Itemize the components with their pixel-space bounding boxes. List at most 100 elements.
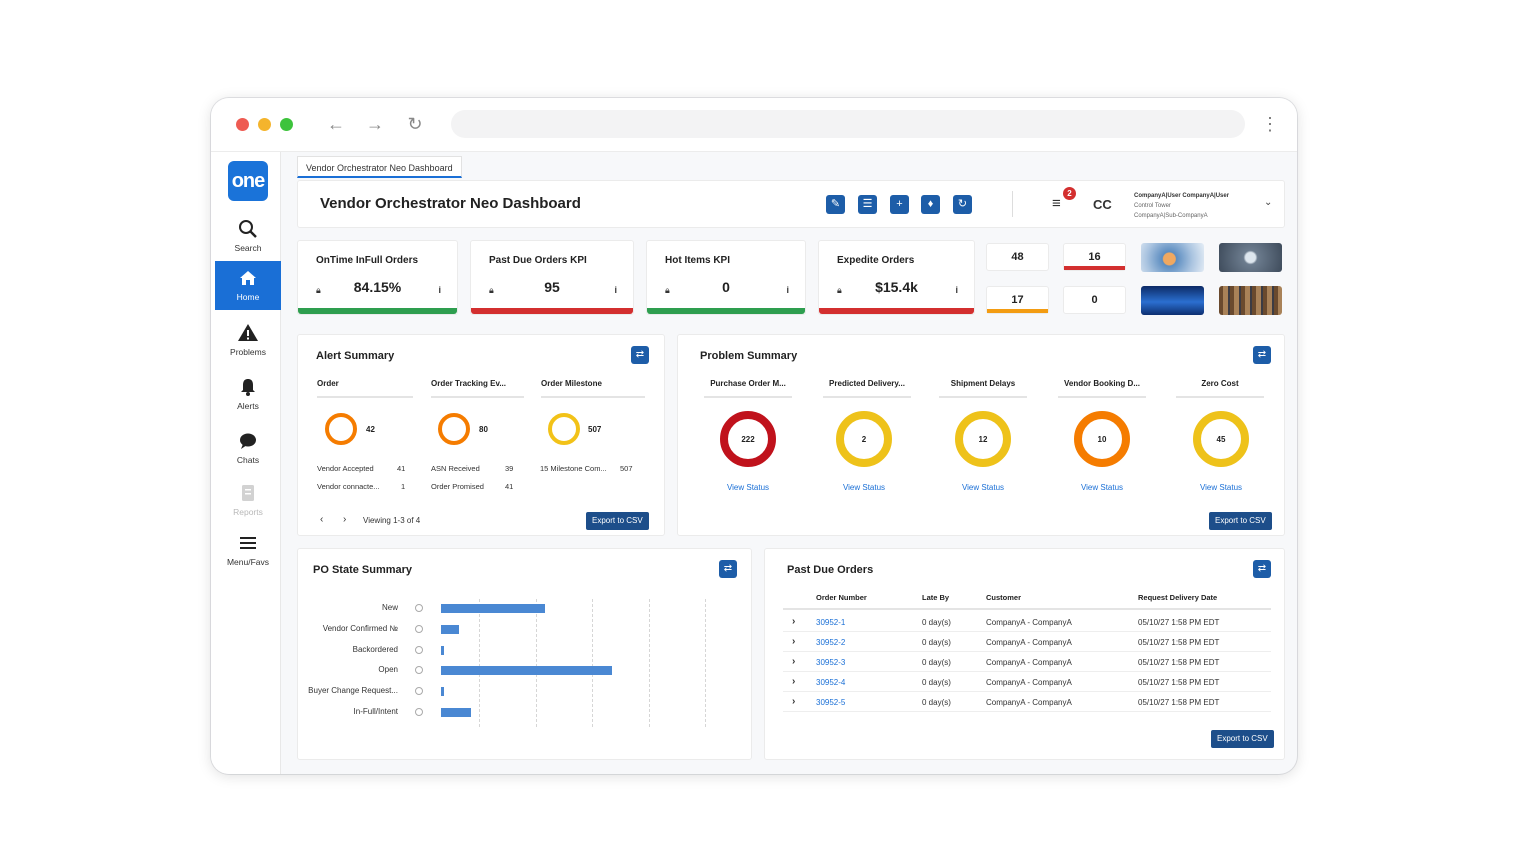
info-icon[interactable]: i [786, 285, 789, 295]
info-icon[interactable]: i [955, 285, 958, 295]
kpi-card[interactable]: Hot Items KPI 🔒︎ 0 i [646, 240, 806, 315]
sidebar-item-alerts[interactable]: Alerts [215, 370, 281, 420]
po-category-checkbox[interactable] [415, 708, 423, 716]
po-category-checkbox[interactable] [415, 666, 423, 675]
lock-icon: 🔒︎ [489, 285, 494, 295]
close-window-dot[interactable] [236, 118, 249, 131]
table-row[interactable]: › 30952-1 0 day(s) CompanyA - CompanyA 0… [783, 612, 1271, 632]
chevron-right-icon[interactable]: › [792, 616, 796, 627]
view-status-link[interactable]: View Status [842, 483, 886, 492]
thumbnail-image[interactable] [1219, 286, 1282, 315]
user-initials[interactable]: CC [1093, 197, 1112, 212]
swap-icon[interactable]: ⇄ [1253, 346, 1271, 364]
po-category-checkbox[interactable] [415, 645, 423, 654]
mini-kpi-tile[interactable]: 17 [986, 286, 1049, 314]
view-status-link[interactable]: View Status [961, 483, 1005, 492]
notifications-icon[interactable]: ≡ [1052, 195, 1061, 212]
view-status-link[interactable]: View Status [726, 483, 770, 492]
swap-icon[interactable]: ⇄ [1253, 560, 1271, 578]
po-bar[interactable] [441, 687, 444, 697]
table-row[interactable]: › 30952-4 0 day(s) CompanyA - CompanyA 0… [783, 672, 1271, 692]
table-row[interactable]: › 30952-5 0 day(s) CompanyA - CompanyA 0… [783, 692, 1271, 712]
late-by-cell: 0 day(s) [922, 698, 951, 707]
tab-dashboard[interactable]: Vendor Orchestrator Neo Dashboard [297, 156, 462, 178]
chevron-right-icon[interactable]: › [792, 636, 796, 647]
alerts-button[interactable]: ♦ [921, 195, 940, 214]
alert-donut-tracking[interactable] [437, 412, 471, 446]
arrow-right-icon[interactable]: → [366, 114, 384, 134]
arrow-left-icon[interactable]: ← [327, 114, 345, 134]
po-category-checkbox[interactable] [415, 624, 423, 633]
problem-donut-shipment-delays[interactable] [954, 410, 1012, 468]
sidebar-item-menu-favs[interactable]: Menu/Favs [215, 526, 281, 576]
refresh-button[interactable]: ↻ [953, 195, 972, 214]
po-category-checkbox[interactable] [415, 687, 423, 696]
alert-donut-order[interactable] [324, 412, 358, 446]
info-icon[interactable]: i [614, 285, 617, 295]
list-view-button[interactable]: ☰ [858, 195, 877, 214]
po-category-checkbox[interactable] [415, 604, 423, 612]
thumbnail-image[interactable] [1219, 243, 1282, 272]
sidebar-item-chats[interactable]: Chats [215, 424, 281, 474]
sidebar-item-label: Search [234, 243, 262, 253]
table-row[interactable]: › 30952-3 0 day(s) CompanyA - CompanyA 0… [783, 652, 1271, 672]
export-csv-button[interactable]: Export to CSV [586, 512, 649, 530]
user-info[interactable]: CompanyA|User CompanyA|User Control Towe… [1134, 191, 1229, 221]
po-bar[interactable] [441, 645, 444, 655]
minimize-window-dot[interactable] [258, 118, 271, 131]
order-number-link[interactable]: 30952-1 [816, 618, 846, 627]
order-number-link[interactable]: 30952-2 [816, 638, 846, 647]
mini-kpi-tile[interactable]: 0 [1063, 286, 1126, 314]
mini-kpi-tile[interactable]: 48 [986, 243, 1049, 271]
info-icon[interactable]: i [438, 285, 441, 295]
chevron-down-icon[interactable]: ⌄ [1264, 197, 1273, 208]
sidebar-item-problems[interactable]: Problems [215, 316, 281, 366]
warning-icon [238, 324, 258, 341]
kpi-status-bar [819, 308, 974, 314]
reload-icon[interactable]: ↻ [407, 114, 423, 134]
alert-row-value: 1 [401, 482, 406, 491]
export-csv-button[interactable]: Export to CSV [1211, 730, 1274, 748]
late-by-cell: 0 day(s) [922, 618, 951, 627]
order-number-link[interactable]: 30952-3 [816, 658, 846, 667]
app-logo[interactable]: one [228, 161, 268, 201]
sidebar-item-search[interactable]: Search [215, 212, 281, 262]
edit-button[interactable]: ✎ [826, 195, 845, 214]
kpi-card[interactable]: Past Due Orders KPI 🔒︎ 95 i [470, 240, 634, 315]
kpi-card[interactable]: OnTime InFull Orders 🔒︎ 84.15% i [297, 240, 458, 315]
export-csv-button[interactable]: Export to CSV [1209, 512, 1272, 530]
view-status-link[interactable]: View Status [1080, 483, 1124, 492]
sidebar-item-home[interactable]: Home [215, 261, 281, 310]
order-number-link[interactable]: 30952-5 [816, 698, 846, 707]
swap-icon[interactable]: ⇄ [719, 560, 737, 578]
thumbnail-image[interactable] [1141, 243, 1204, 272]
delivery-date-cell: 05/10/27 1:58 PM EDT [1138, 678, 1220, 687]
problem-donut-vendor-booking[interactable] [1073, 410, 1131, 468]
swap-icon[interactable]: ⇄ [631, 346, 649, 364]
problem-donut-predicted-delivery[interactable] [835, 410, 893, 468]
po-bar[interactable] [441, 666, 612, 676]
maximize-window-dot[interactable] [280, 118, 293, 131]
add-widget-button[interactable]: + [890, 195, 909, 214]
po-bar[interactable] [441, 604, 545, 613]
thumbnail-image[interactable] [1141, 286, 1204, 315]
kebab-menu-icon[interactable]: ⋮ [1261, 114, 1279, 134]
problem-donut-zero-cost[interactable] [1192, 410, 1250, 468]
po-bar[interactable] [441, 624, 460, 634]
mini-kpi-tile[interactable]: 16 [1063, 243, 1126, 271]
address-bar[interactable] [451, 110, 1245, 138]
view-status-link[interactable]: View Status [1199, 483, 1243, 492]
po-bar[interactable] [441, 708, 472, 717]
problem-donut-purchase-order[interactable] [719, 410, 777, 468]
po-category-label: New [381, 603, 398, 612]
chevron-right-icon[interactable]: › [792, 676, 796, 687]
sidebar-item-reports[interactable]: Reports [215, 476, 281, 526]
alert-donut-milestone[interactable] [547, 412, 581, 446]
kpi-card[interactable]: Expedite Orders 🔒︎ $15.4k i [818, 240, 975, 315]
chevron-right-icon[interactable]: › [343, 514, 347, 525]
chevron-right-icon[interactable]: › [792, 696, 796, 707]
order-number-link[interactable]: 30952-4 [816, 678, 846, 687]
chevron-right-icon[interactable]: › [792, 656, 796, 667]
table-row[interactable]: › 30952-2 0 day(s) CompanyA - CompanyA 0… [783, 632, 1271, 652]
chevron-left-icon[interactable]: ‹ [320, 514, 324, 525]
